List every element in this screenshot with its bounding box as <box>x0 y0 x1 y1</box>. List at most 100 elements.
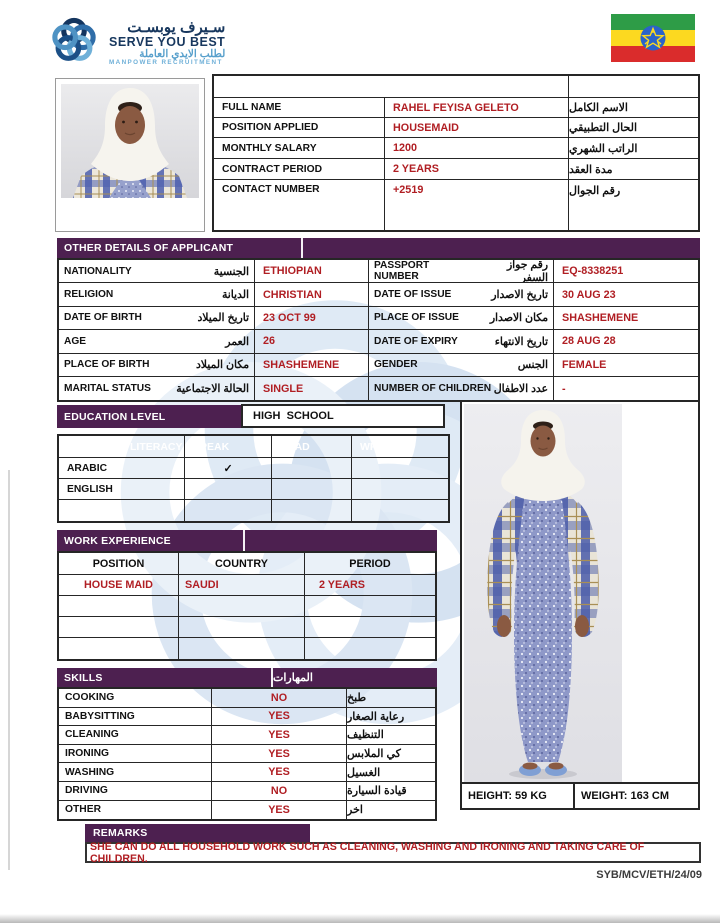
skill-value: YES <box>212 707 347 727</box>
education-level-header: EDUCATION LEVEL <box>57 405 242 428</box>
employment-label: POSITION APPLIED <box>214 118 385 138</box>
language-speak-checkmark: ✓ <box>185 458 272 479</box>
detail-value: 26 <box>255 330 369 354</box>
detail-value: 30 AUG 23 <box>554 283 698 307</box>
employment-value: 2 YEARS <box>385 159 569 180</box>
detail-label-ar: الديانة <box>221 289 249 302</box>
document-reference-code: SYB/MCV/ETH/24/09 <box>596 869 702 881</box>
skill-value: YES <box>212 744 347 764</box>
work-country <box>179 638 305 659</box>
other-details-header: OTHER DETAILS OF APPLICANT <box>57 238 700 258</box>
employment-label: MONTHLY SALARY <box>214 138 385 159</box>
other-details-title: OTHER DETAILS OF APPLICANT <box>57 238 303 258</box>
detail-value: SINGLE <box>255 376 369 401</box>
language-speak-cell <box>185 479 272 500</box>
employment-label: FULL NAME <box>214 98 385 118</box>
skill-label-arabic: التنظيف <box>347 726 435 745</box>
detail-label-en: PASSPORT NUMBER <box>374 260 430 283</box>
skills-header: SKILLS المهارات <box>57 668 437 687</box>
skill-value: YES <box>212 763 347 782</box>
detail-label-ar: الجنسية <box>213 265 249 278</box>
skill-label-arabic: قيادة السيارة <box>347 782 435 801</box>
employment-details-table: EMPLOYMENT DETAILS REF: FULL NAME RAHEL … <box>212 74 700 232</box>
ref-label: REF: <box>569 76 698 98</box>
applicant-portrait-photo <box>55 78 205 232</box>
logo-arabic-tagline: لطلب الايدي العاملة <box>139 48 226 61</box>
detail-label-ar: تاريخ الانتهاء <box>494 335 548 348</box>
skill-label: COOKING <box>59 689 212 708</box>
detail-label: MARITAL STATUS الحالة الاجتماعية <box>59 376 255 401</box>
logo-knot-icon <box>46 12 102 75</box>
detail-label: PASSPORT NUMBER رقم جواز السفر <box>369 260 554 284</box>
work-experience-table: POSITION COUNTRY PERIOD HOUSE MAID SAUDI… <box>57 551 437 661</box>
work-country <box>179 596 305 617</box>
work-position: HOUSE MAID <box>59 575 179 596</box>
detail-label-ar: مكان الاصدار <box>489 312 548 325</box>
detail-label: AGE العمر <box>59 330 255 354</box>
education-level-value: HIGH SCHOOL <box>241 404 445 428</box>
language-read-cell <box>272 458 352 479</box>
skill-label-arabic: الغسيل <box>347 763 435 782</box>
skill-value: NO <box>212 781 347 801</box>
employment-label: CONTACT NUMBER <box>214 180 385 230</box>
skill-label-arabic: طبخ <box>347 689 435 708</box>
work-experience-header-spacer <box>245 530 437 551</box>
detail-value: - <box>562 382 566 395</box>
language-read-cell <box>272 500 352 521</box>
detail-value: ETHIOPIAN <box>255 260 369 284</box>
detail-label-en: GENDER <box>374 359 418 371</box>
skill-label: OTHER <box>59 800 212 820</box>
work-column-header: COUNTRY <box>179 553 305 575</box>
language-name: ARABIC <box>59 458 185 479</box>
detail-label-en: NATIONALITY <box>64 265 132 277</box>
height-label: HEIGHT: 59 KG <box>462 784 575 808</box>
detail-value: SHASHEMENE <box>554 307 698 331</box>
detail-label-ar: الجنس <box>517 359 548 372</box>
skill-label: DRIVING <box>59 781 212 801</box>
detail-label: DATE OF EXPIRY تاريخ الانتهاء <box>369 330 554 354</box>
detail-value: SHASHEMENE <box>255 353 369 377</box>
detail-label: PLACE OF ISSUE مكان الاصدار <box>369 306 554 331</box>
language-name <box>59 500 185 521</box>
employment-label-arabic: الحال التطبيقي <box>569 118 698 138</box>
work-period <box>305 596 435 617</box>
language-name: ENGLISH <box>59 479 185 500</box>
detail-label-ar: تاريخ الميلاد <box>197 312 249 325</box>
employment-label-arabic: الاسم الكامل <box>569 98 698 118</box>
language-read-cell <box>272 479 352 500</box>
skill-value: NO <box>212 689 347 708</box>
skill-value: YES <box>212 726 347 745</box>
detail-label-ar: عدد الاطفال <box>493 383 548 396</box>
skill-label-arabic: كي الملابس <box>347 745 435 764</box>
detail-label: RELIGION الديانة <box>59 283 255 307</box>
work-position <box>59 617 179 638</box>
logo-tagline: MANPOWER RECRUITMENT <box>109 59 223 67</box>
detail-label-en: DATE OF BIRTH <box>64 312 142 324</box>
skill-label: WASHING <box>59 763 212 782</box>
detail-label-ar: العمر <box>225 335 249 348</box>
logo-name: SERVE YOU BEST <box>109 35 226 49</box>
detail-value: 23 OCT 99 <box>255 306 369 331</box>
agency-logo: سـيرف يوبسـت SERVE YOU BEST لطلب الايدي … <box>46 12 225 75</box>
work-position <box>59 638 179 659</box>
work-period: 2 YEARS <box>305 575 435 596</box>
detail-label-ar: مكان الميلاد <box>195 359 249 372</box>
remarks-header: REMARKS <box>85 824 310 842</box>
applicant-fullbody-photo-panel: HEIGHT: 59 KG WEIGHT: 163 CM <box>460 400 700 810</box>
language-column-header: LANGUAGE LITERACY <box>59 436 185 458</box>
language-column-header: WRITE <box>352 436 448 458</box>
detail-label: DATE OF BIRTH تاريخ الميلاد <box>59 306 255 331</box>
work-country: SAUDI <box>179 575 305 596</box>
detail-label-en: DATE OF ISSUE <box>374 289 452 301</box>
weight-label: WEIGHT: 163 CM <box>581 790 670 802</box>
detail-value: 28 AUG 28 <box>554 330 698 354</box>
detail-label: NATIONALITY الجنسية <box>59 260 255 284</box>
work-experience-title: WORK EXPERIENCE <box>57 530 245 551</box>
scan-edge-artifact <box>0 914 720 923</box>
detail-label: PLACE OF BIRTH مكان الميلاد <box>59 353 255 377</box>
language-speak-cell <box>185 500 272 521</box>
detail-label-ar: تاريخ الاصدار <box>491 289 548 302</box>
employment-value: 1200 <box>385 138 569 159</box>
employment-value: RAHEL FEYISA GELETO <box>385 98 569 118</box>
